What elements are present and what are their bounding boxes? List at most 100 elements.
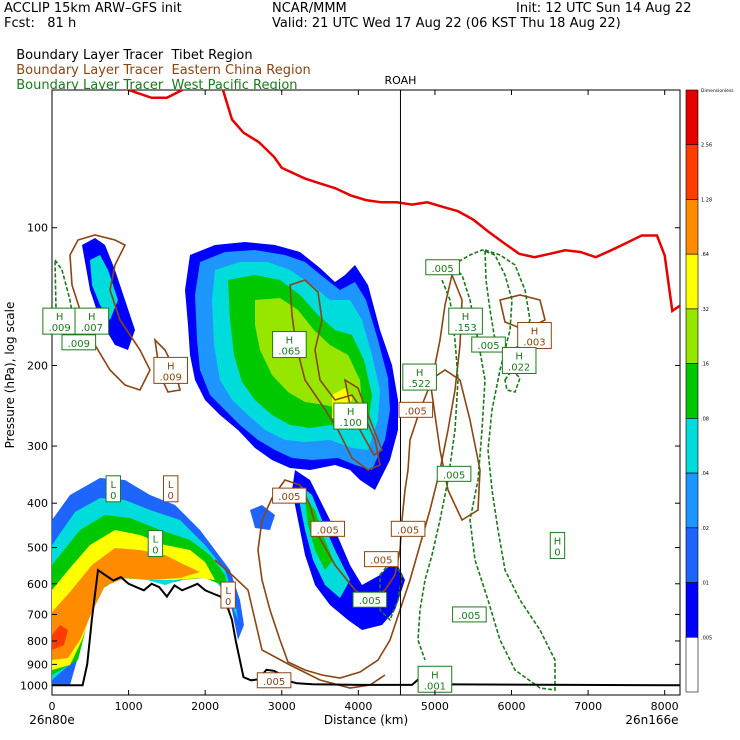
y-tick-label: 1000 bbox=[20, 679, 48, 692]
extremum-label: .005 bbox=[364, 551, 399, 568]
extremum-box bbox=[549, 532, 566, 560]
extremum-label: H.003 bbox=[517, 322, 552, 350]
extrema-annotations: H.009H.007.009H.009H.065H.100.005H.153.0… bbox=[42, 259, 566, 693]
extremum-label: H0 bbox=[549, 532, 566, 560]
roah-marker-label: ROAH bbox=[385, 74, 417, 87]
extremum-type: L bbox=[168, 480, 174, 491]
colorbar-segment bbox=[685, 144, 699, 200]
extremum-box bbox=[352, 591, 388, 608]
contour-eastern-lower bbox=[214, 559, 386, 689]
extremum-value: .009 bbox=[49, 323, 71, 334]
header-left-line2: Fcst: 81 h bbox=[4, 16, 77, 31]
extremum-label: L0 bbox=[147, 530, 164, 558]
plume-eastern-blue bbox=[292, 470, 405, 630]
y-tick-label: 400 bbox=[27, 497, 48, 510]
extremum-box bbox=[436, 465, 472, 482]
extremum-label: H.009 bbox=[42, 307, 77, 335]
header-center-line1: NCAR/MMM bbox=[272, 1, 347, 16]
extremum-box bbox=[364, 551, 399, 568]
extremum-type: L bbox=[225, 586, 231, 597]
y-axis-label: Pressure (hPa), log scale bbox=[3, 302, 17, 449]
colorbar-level-label: .16 bbox=[701, 362, 709, 368]
tracer-tibet-region: Tibet Region bbox=[171, 48, 253, 63]
extremum-label: .005 bbox=[398, 401, 434, 418]
contour-eastern-far-right bbox=[499, 294, 546, 331]
extremum-value: .522 bbox=[408, 379, 430, 390]
right-endpoint-label: 26n166e bbox=[625, 713, 678, 727]
extremum-box bbox=[147, 530, 164, 558]
colorbar-segment bbox=[685, 308, 699, 364]
contour-pacific-small bbox=[504, 368, 521, 393]
colorbar-segment bbox=[685, 636, 699, 693]
extremum-label: .005 bbox=[452, 606, 487, 623]
tracer-legend-tibet: Boundary Layer Tracer Tibet Region bbox=[8, 33, 253, 63]
colorbar-level-label: .08 bbox=[701, 416, 709, 422]
extremum-label: .005 bbox=[390, 520, 426, 537]
colorbar-level-label: .32 bbox=[701, 307, 709, 313]
extremum-value: .003 bbox=[523, 338, 545, 349]
tracer-eastern-china-region: Eastern China Region bbox=[171, 63, 311, 78]
extremum-label: .005 bbox=[471, 336, 506, 353]
extremum-type: H bbox=[462, 312, 470, 323]
colorbar-level-label: .04 bbox=[701, 471, 709, 477]
plume-upper-lime bbox=[255, 298, 362, 410]
colorbar-level-label: .64 bbox=[701, 252, 709, 258]
extremum-label: .009 bbox=[61, 334, 97, 351]
extremum-value: .005 bbox=[431, 264, 453, 275]
extremum-type: L bbox=[153, 535, 159, 546]
extremum-value: .005 bbox=[278, 492, 300, 503]
header-right-line2: Valid: 21 UTC Wed 17 Aug 22 (06 KST Thu … bbox=[272, 16, 621, 31]
colorbar-segment bbox=[685, 527, 699, 583]
extremum-label: H.065 bbox=[272, 331, 307, 359]
extremum-label: .005 bbox=[256, 672, 292, 689]
contour-eastern-upper bbox=[289, 279, 381, 471]
extremum-value: .005 bbox=[477, 341, 499, 352]
extremum-box bbox=[417, 665, 453, 693]
x-tick-label: 0 bbox=[49, 700, 56, 713]
extremum-value: .001 bbox=[424, 681, 446, 692]
extremum-value: .005 bbox=[263, 677, 285, 688]
x-tick-label: 2000 bbox=[191, 700, 219, 713]
extremum-label: L0 bbox=[105, 475, 121, 503]
y-tick-label: 200 bbox=[27, 359, 48, 372]
extremum-label: .005 bbox=[352, 591, 388, 608]
extremum-box bbox=[163, 475, 179, 503]
extremum-value: 0 bbox=[152, 546, 158, 557]
tracer-west-pacific-prefix: Boundary Layer Tracer bbox=[16, 78, 164, 93]
extremum-label: .005 bbox=[272, 487, 307, 504]
extremum-box bbox=[272, 487, 307, 504]
extremum-value: 0 bbox=[225, 597, 231, 608]
colorbar-segment bbox=[685, 418, 699, 474]
extremum-value: .009 bbox=[68, 339, 90, 350]
extremum-box bbox=[153, 356, 189, 384]
extremum-type: H bbox=[347, 407, 355, 418]
x-axis-label: Distance (km) bbox=[324, 713, 408, 727]
extremum-value: .153 bbox=[454, 323, 476, 334]
extremum-box bbox=[471, 336, 506, 353]
extremum-label: H.001 bbox=[417, 665, 453, 693]
y-axis: 100 200 300 400 500 600 700 800 900 1000 bbox=[20, 222, 680, 692]
plume-low-red bbox=[52, 625, 68, 650]
left-endpoint-label: 26n80e bbox=[29, 713, 75, 727]
extremum-type: H bbox=[167, 361, 175, 372]
extremum-value: .009 bbox=[160, 372, 182, 383]
extremum-value: 0 bbox=[168, 491, 174, 502]
x-axis: 0 1000 2000 3000 4000 5000 6000 7000 8000 bbox=[49, 90, 679, 713]
extremum-label: H.007 bbox=[74, 307, 110, 335]
y-tick-label: 900 bbox=[27, 658, 48, 671]
extremum-label: L0 bbox=[220, 581, 236, 609]
colorbar-segment bbox=[685, 363, 699, 419]
terrain-line bbox=[52, 568, 680, 687]
colorbar-level-label: .02 bbox=[701, 526, 709, 532]
x-tick-label: 4000 bbox=[344, 700, 372, 713]
header-right-line1: Init: 12 UTC Sun 14 Aug 22 bbox=[516, 1, 692, 16]
extremum-type: H bbox=[531, 327, 539, 338]
tibet-plume-low bbox=[52, 478, 244, 685]
colorbar-segment bbox=[685, 89, 699, 146]
tracer-eastern-china-prefix: Boundary Layer Tracer bbox=[16, 63, 164, 78]
extremum-box bbox=[42, 307, 77, 335]
x-tick-label: 5000 bbox=[421, 700, 449, 713]
tropopause-line bbox=[124, 90, 680, 314]
tracer-west-pacific-region: West Pacific Region bbox=[171, 78, 298, 93]
